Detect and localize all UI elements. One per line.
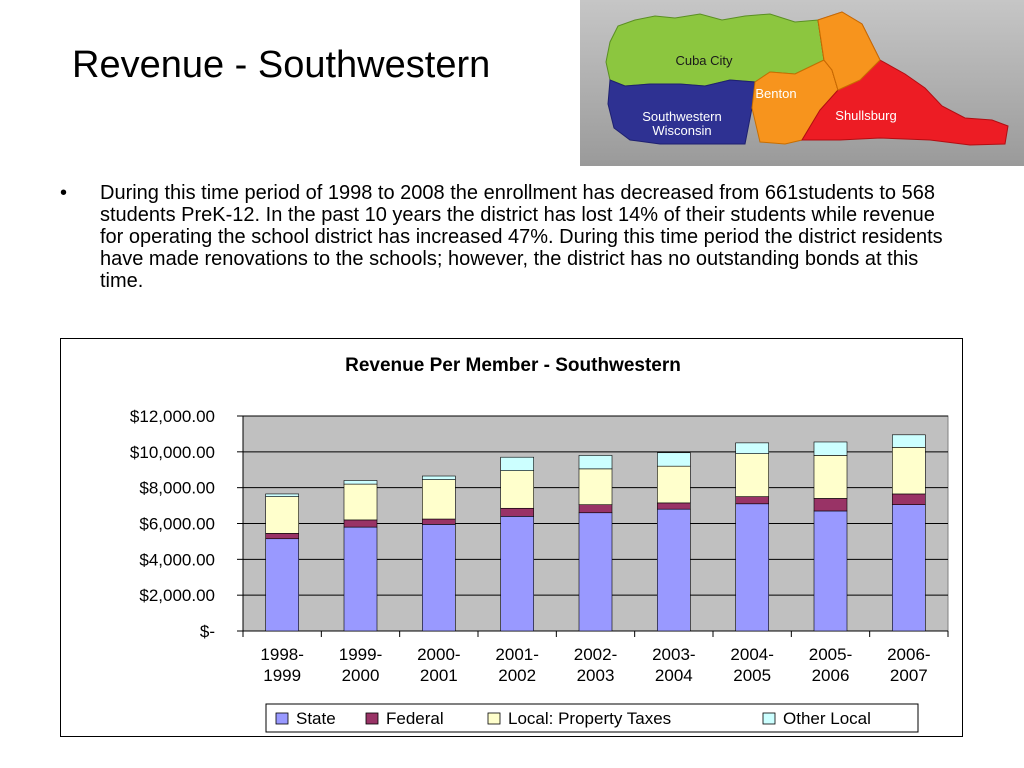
y-tick-label: $4,000.00	[139, 550, 215, 569]
y-tick-label: $6,000.00	[139, 515, 215, 534]
chart-plot: $- $2,000.00 $4,000.00 $6,000.00 $8,000.00 $1…	[130, 407, 949, 733]
bar-segment-federal	[813, 498, 848, 512]
bar-segment-local-property-taxes	[892, 447, 926, 495]
bar-segment-other-local	[500, 456, 534, 471]
bar-segment-state	[500, 516, 534, 632]
legend-swatch	[365, 712, 379, 725]
map-label-southwestern: Southwestern	[642, 109, 722, 124]
y-tick-label: $-	[200, 622, 215, 641]
y-tick-label: $12,000.00	[130, 407, 215, 426]
x-tick-label: 2003	[577, 666, 615, 685]
bar-segment-federal	[265, 533, 299, 540]
bar-segment-local-property-taxes	[578, 468, 613, 505]
legend-label: Local: Property Taxes	[508, 709, 671, 728]
x-tick-label: 2005-	[809, 645, 852, 664]
map-label-benton: Benton	[755, 86, 796, 101]
legend-label: State	[296, 709, 336, 728]
bar-segment-state	[892, 504, 926, 632]
bar-segment-state	[422, 524, 456, 632]
bar-segment-federal	[343, 519, 378, 528]
bar-segment-state	[578, 512, 613, 632]
bar-segment-other-local	[578, 455, 613, 470]
bar-segment-local-property-taxes	[813, 455, 848, 499]
legend-swatch	[487, 712, 501, 725]
bullet-text: During this time period of 1998 to 2008 …	[100, 182, 943, 292]
x-tick-label: 2007	[890, 666, 928, 685]
bar-segment-local-property-taxes	[500, 470, 534, 509]
x-tick-label: 2004-	[730, 645, 773, 664]
bar-segment-other-local	[343, 480, 378, 485]
y-tick-label: $10,000.00	[130, 443, 215, 462]
bar-segment-federal	[735, 496, 769, 505]
bar-segment-other-local	[813, 441, 848, 456]
bar-segment-state	[813, 510, 848, 632]
bullet-dot: •	[60, 182, 68, 204]
bar-segment-local-property-taxes	[265, 496, 299, 534]
x-tick-label: 2000	[342, 666, 380, 685]
bar-segment-other-local	[265, 493, 299, 497]
bar-segment-local-property-taxes	[422, 479, 456, 520]
x-tick-label: 2000-	[417, 645, 460, 664]
x-tick-label: 2006	[812, 666, 850, 685]
bar-segment-state	[735, 503, 769, 632]
bar-segment-other-local	[892, 434, 926, 448]
legend-label: Other Local	[783, 709, 871, 728]
map-region-shullsburg-north	[817, 11, 881, 91]
x-tick-label: 1998-	[260, 645, 303, 664]
x-tick-label: 1999-	[339, 645, 382, 664]
bar-segment-federal	[892, 493, 926, 505]
x-tick-label: 2001-	[495, 645, 538, 664]
y-tick-label: $8,000.00	[139, 479, 215, 498]
map-label-cuba-city: Cuba City	[675, 53, 733, 68]
legend-swatch	[762, 712, 776, 725]
bar-segment-local-property-taxes	[657, 465, 691, 504]
map-label-wisconsin: Wisconsin	[652, 123, 711, 138]
bar-segment-local-property-taxes	[343, 483, 378, 521]
revenue-chart: Revenue Per Member - Southwestern $- $2,0…	[60, 338, 963, 737]
bar-segment-local-property-taxes	[735, 453, 769, 497]
x-tick-label: 2002-	[574, 645, 617, 664]
bar-segment-state	[657, 508, 691, 632]
x-tick-label: 2002	[498, 666, 536, 685]
bar-segment-federal	[657, 502, 691, 510]
bar-segment-state	[265, 538, 299, 632]
bar-segment-state	[343, 526, 378, 632]
bar-segment-other-local	[735, 442, 769, 454]
x-tick-label: 1999	[263, 666, 301, 685]
x-tick-label: 2005	[733, 666, 771, 685]
bar-segment-other-local	[657, 452, 691, 467]
x-tick-label: 2006-	[887, 645, 930, 664]
district-map-graphic: Cuba City Benton Shullsburg Southwestern…	[605, 11, 1009, 146]
bar-segment-other-local	[422, 475, 456, 480]
bar-segment-federal	[578, 504, 613, 514]
bar-segment-federal	[500, 507, 534, 517]
district-map: Cuba City Benton Shullsburg Southwestern…	[580, 0, 1024, 166]
y-tick-label: $2,000.00	[139, 586, 215, 605]
page-title: Revenue - Southwestern	[72, 44, 491, 86]
chart-canvas: Revenue Per Member - Southwestern $- $2,0…	[130, 355, 949, 733]
x-tick-label: 2004	[655, 666, 693, 685]
x-tick-label: 2003-	[652, 645, 695, 664]
bar-segment-federal	[422, 518, 456, 525]
chart-title: Revenue Per Member - Southwestern	[345, 355, 681, 376]
legend-label: Federal	[386, 709, 444, 728]
legend-swatch	[275, 712, 289, 725]
x-tick-label: 2001	[420, 666, 458, 685]
map-label-shullsburg: Shullsburg	[835, 108, 896, 123]
